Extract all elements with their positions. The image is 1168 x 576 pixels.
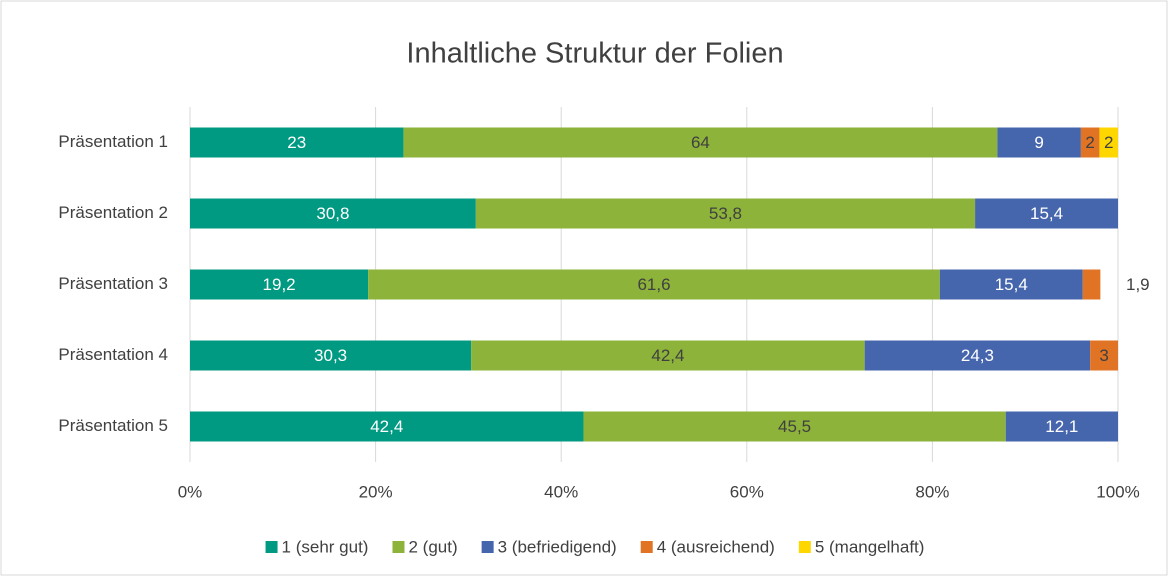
- y-tick-label: Präsentation 2: [58, 203, 168, 222]
- data-label: 3: [1099, 346, 1108, 365]
- data-label: 19,2: [263, 275, 296, 294]
- bar-segment: [939, 269, 1083, 300]
- y-tick-label: Präsentation 1: [58, 132, 168, 151]
- legend-label: 2 (gut): [408, 537, 457, 556]
- data-label: 42,4: [651, 346, 684, 365]
- legend-label: 3 (befriedigend): [498, 537, 617, 556]
- bar-segment: [190, 411, 584, 442]
- legend-swatch: [392, 541, 405, 553]
- legend-swatch: [481, 541, 494, 553]
- bar-segment: [997, 127, 1081, 158]
- bar-segment: [1099, 127, 1118, 158]
- x-tick-label: 100%: [1096, 482, 1139, 501]
- legend-label: 4 (ausreichend): [657, 537, 775, 556]
- bar-segment: [1090, 340, 1118, 371]
- bar-segment: [471, 340, 865, 371]
- data-label: 15,4: [1030, 204, 1063, 223]
- bar-segment: [475, 198, 976, 229]
- y-tick-label: Präsentation 4: [58, 345, 168, 364]
- data-label: 30,3: [314, 346, 347, 365]
- bar-segment: [864, 340, 1091, 371]
- data-label: 15,4: [995, 275, 1028, 294]
- data-label: 64: [691, 133, 710, 152]
- x-tick-label: 40%: [544, 482, 578, 501]
- data-label: 42,4: [370, 417, 403, 436]
- data-label: 2: [1085, 133, 1094, 152]
- x-tick-label: 80%: [915, 482, 949, 501]
- y-tick-label: Präsentation 3: [58, 274, 168, 293]
- bar-segment: [190, 269, 369, 300]
- bar-segment: [368, 269, 940, 300]
- legend-swatch: [640, 541, 653, 553]
- data-label: 1,9: [1126, 275, 1150, 294]
- data-label: 9: [1034, 133, 1043, 152]
- bar-segment: [1080, 127, 1100, 158]
- data-label: 23: [287, 133, 306, 152]
- data-label: 30,8: [316, 204, 349, 223]
- bar-segment: [1005, 411, 1118, 442]
- data-label: 24,3: [961, 346, 994, 365]
- data-label: 2: [1104, 133, 1113, 152]
- data-label: 45,5: [778, 417, 811, 436]
- data-label: 61,6: [637, 275, 670, 294]
- legend-swatch: [265, 541, 278, 553]
- data-label: 53,8: [709, 204, 742, 223]
- x-tick-label: 0%: [178, 482, 203, 501]
- legend-label: 5 (mangelhaft): [815, 537, 925, 556]
- x-tick-label: 60%: [730, 482, 764, 501]
- legend-label: 1 (sehr gut): [282, 537, 369, 556]
- bar-segment: [190, 198, 476, 229]
- bar-segment: [1082, 269, 1101, 300]
- chart-title: Inhaltliche Struktur der Folien: [406, 38, 783, 70]
- data-label: 12,1: [1045, 417, 1078, 436]
- bar-segment: [403, 127, 998, 158]
- bar-segment: [190, 340, 472, 371]
- bar-segment: [583, 411, 1006, 442]
- x-tick-label: 20%: [359, 482, 393, 501]
- bar-segment: [975, 198, 1118, 229]
- bar-segment: [190, 127, 404, 158]
- y-tick-label: Präsentation 5: [58, 416, 168, 435]
- legend-swatch: [798, 541, 811, 553]
